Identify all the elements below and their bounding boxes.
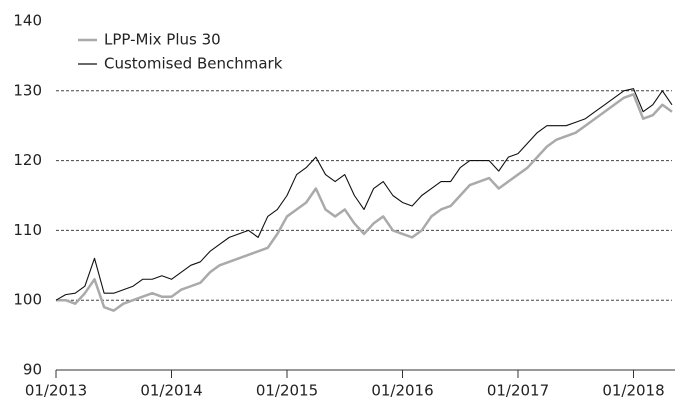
y-tick-label: 140 xyxy=(13,12,42,30)
y-tick-label: 130 xyxy=(13,81,42,99)
y-tick-label: 100 xyxy=(13,291,42,309)
y-tick-label: 110 xyxy=(13,221,42,239)
y-tick-label: 90 xyxy=(23,361,42,379)
y-tick-label: 120 xyxy=(13,151,42,169)
x-tick-label: 01/2013 xyxy=(25,382,87,400)
x-tick-label: 01/2015 xyxy=(256,382,318,400)
legend-label: Customised Benchmark xyxy=(104,55,283,73)
series-line xyxy=(56,93,673,312)
x-tick-label: 01/2017 xyxy=(487,382,549,400)
legend-label: LPP-Mix Plus 30 xyxy=(104,31,221,49)
x-tick-label: 01/2018 xyxy=(602,382,664,400)
x-tick-label: 01/2016 xyxy=(371,382,433,400)
series-line xyxy=(55,88,673,301)
x-tick-label: 01/2014 xyxy=(140,382,202,400)
